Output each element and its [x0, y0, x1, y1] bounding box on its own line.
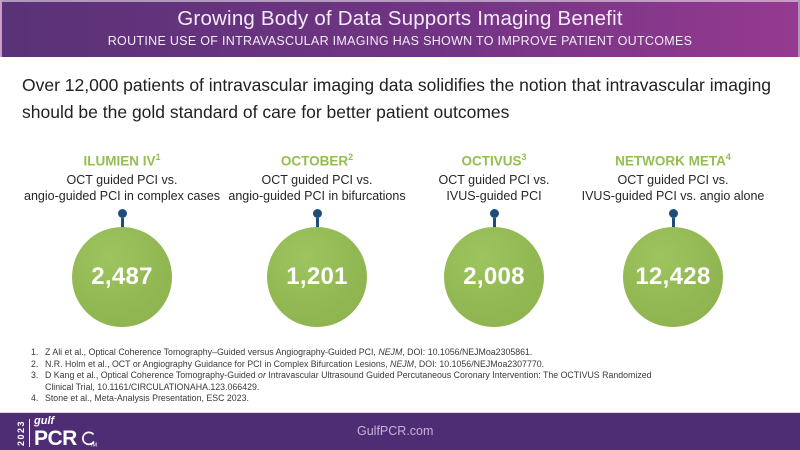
- trial-description: OCT guided PCI vs. angio-guided PCI in b…: [212, 172, 422, 204]
- footnote-text: N.R. Holm et al., OCT or Angiography Gui…: [45, 359, 663, 371]
- trial-name: OCTOBER2: [212, 152, 422, 169]
- trial-name-text: OCTOBER: [280, 153, 349, 169]
- footnote-text-pre: Z Ali et al., Optical Coherence Tomograp…: [45, 347, 379, 357]
- pin-icon: [489, 208, 499, 218]
- trial-description: OCT guided PCI vs. IVUS-guided PCI: [399, 172, 589, 204]
- trial-card-october: OCTOBER2 OCT guided PCI vs. angio-guided…: [212, 152, 422, 327]
- footnote-text: Stone et al., Meta-Analysis Presentation…: [45, 393, 663, 405]
- trial-name-text: OCTIVUS: [461, 153, 522, 169]
- footnote-number: 1.: [31, 347, 39, 357]
- logo-pcr-text: PCR: [34, 427, 77, 450]
- trial-ref-superscript: 4: [725, 152, 731, 162]
- trial-desc-line2: angio-guided PCI in bifurcations: [228, 188, 406, 203]
- pin-icon: [117, 208, 127, 218]
- pin-stem: [671, 217, 675, 228]
- trial-desc-line2: IVUS-guided PCI: [446, 188, 542, 203]
- gulfpcr-logo: 2023 gulf PCR IM: [16, 415, 99, 450]
- footnote-text-post: , DOI: 10.1056/NEJMoa2305861.: [402, 347, 533, 357]
- trial-desc-line2: IVUS-guided PCI vs. angio alone: [581, 188, 765, 203]
- trial-name-text: ILUMIEN IV: [83, 153, 156, 169]
- logo-gulf-text: gulf: [34, 415, 55, 427]
- pin-icon: [312, 208, 322, 218]
- trial-ref-superscript: 2: [348, 152, 354, 162]
- patient-count-circle: 12,428: [623, 226, 723, 327]
- logo-divider: [29, 418, 30, 447]
- footnote-number: 2.: [31, 358, 39, 369]
- pin-stem: [492, 217, 496, 228]
- trial-desc-line1: OCT guided PCI vs.: [261, 172, 373, 187]
- footer-bar: 2023 gulf PCR IM GulfPCR.com: [0, 412, 800, 450]
- footnote-text-italic: NEJM: [378, 347, 403, 357]
- trial-desc-line1: OCT guided PCI vs.: [438, 172, 550, 187]
- footnote-text-pre: D Kang et al., Optical Coherence Tomogra…: [45, 370, 259, 381]
- trial-description: OCT guided PCI vs. IVUS-guided PCI vs. a…: [566, 172, 780, 204]
- footnote-item: 4. Stone et al., Meta-Analysis Presentat…: [31, 393, 671, 405]
- slide-title: Growing Body of Data Supports Imaging Be…: [177, 7, 623, 30]
- logo-year-label: 2023: [16, 419, 26, 446]
- trial-card-octivus: OCTIVUS3 OCT guided PCI vs. IVUS-guided …: [399, 152, 589, 327]
- trial-name-text: NETWORK META: [615, 153, 726, 169]
- footnote-number: 4.: [31, 393, 39, 404]
- logo-text-stack: gulf PCR IM: [34, 415, 99, 450]
- patient-count: 1,201: [286, 262, 348, 290]
- trial-ref-superscript: 3: [521, 152, 527, 162]
- pin-stem: [120, 217, 124, 228]
- footer-site-url: GulfPCR.com: [357, 424, 434, 438]
- patient-count-circle: 1,201: [267, 226, 367, 327]
- footnote-item: 1. Z Ali et al., Optical Coherence Tomog…: [31, 347, 671, 359]
- footnote-text: Z Ali et al., Optical Coherence Tomograp…: [45, 347, 663, 359]
- trial-desc-line1: OCT guided PCI vs.: [66, 172, 178, 187]
- trial-name: NETWORK META4: [566, 152, 780, 169]
- pin-stem: [315, 217, 319, 228]
- footnote-item: 2. N.R. Holm et al., OCT or Angiography …: [31, 359, 671, 371]
- footnote-number: 3.: [31, 370, 39, 381]
- patient-count: 12,428: [635, 262, 711, 290]
- gim-logo-icon: IM: [81, 431, 98, 449]
- pin-icon: [668, 208, 678, 218]
- logo-pcr-row: PCR IM: [34, 428, 99, 449]
- trial-name: OCTIVUS3: [399, 152, 589, 169]
- footnote-text-pre: N.R. Holm et al., OCT or Angiography Gui…: [45, 358, 391, 369]
- trial-description: OCT guided PCI vs. angio-guided PCI in c…: [22, 172, 222, 204]
- trial-desc-line1: OCT guided PCI vs.: [617, 172, 729, 187]
- trial-card-ilumien-iv: ILUMIEN IV1 OCT guided PCI vs. angio-gui…: [22, 152, 222, 327]
- footnote-text-pre: Stone et al., Meta-Analysis Presentation…: [45, 393, 249, 404]
- footnote-item: 3. D Kang et al., Optical Coherence Tomo…: [31, 370, 671, 393]
- trial-card-network-meta: NETWORK META4 OCT guided PCI vs. IVUS-gu…: [566, 152, 780, 327]
- patient-count: 2,008: [463, 262, 525, 290]
- footnote-text-post: Intravascular Ultrasound Guided Percutan…: [45, 370, 652, 392]
- trial-name: ILUMIEN IV1: [22, 152, 222, 169]
- gim-label: IM: [91, 443, 98, 449]
- footnote-list: 1. Z Ali et al., Optical Coherence Tomog…: [31, 347, 671, 405]
- footnote-text-italic: or: [258, 370, 266, 381]
- patient-count-circle: 2,008: [444, 226, 544, 327]
- footnote-text-post: , DOI: 10.1056/NEJMoa2307770.: [413, 358, 545, 369]
- header-banner: Growing Body of Data Supports Imaging Be…: [0, 0, 800, 57]
- trial-desc-line2: angio-guided PCI in complex cases: [24, 188, 220, 203]
- patient-count: 2,487: [91, 262, 153, 290]
- trial-ref-superscript: 1: [155, 152, 161, 162]
- footnote-text: D Kang et al., Optical Coherence Tomogra…: [45, 370, 663, 393]
- footnote-text-italic: NEJM: [390, 358, 414, 369]
- patient-count-circle: 2,487: [72, 226, 172, 327]
- intro-text: Over 12,000 patients of intravascular im…: [22, 75, 772, 122]
- slide-subtitle: ROUTINE USE OF INTRAVASCULAR IMAGING HAS…: [107, 34, 693, 48]
